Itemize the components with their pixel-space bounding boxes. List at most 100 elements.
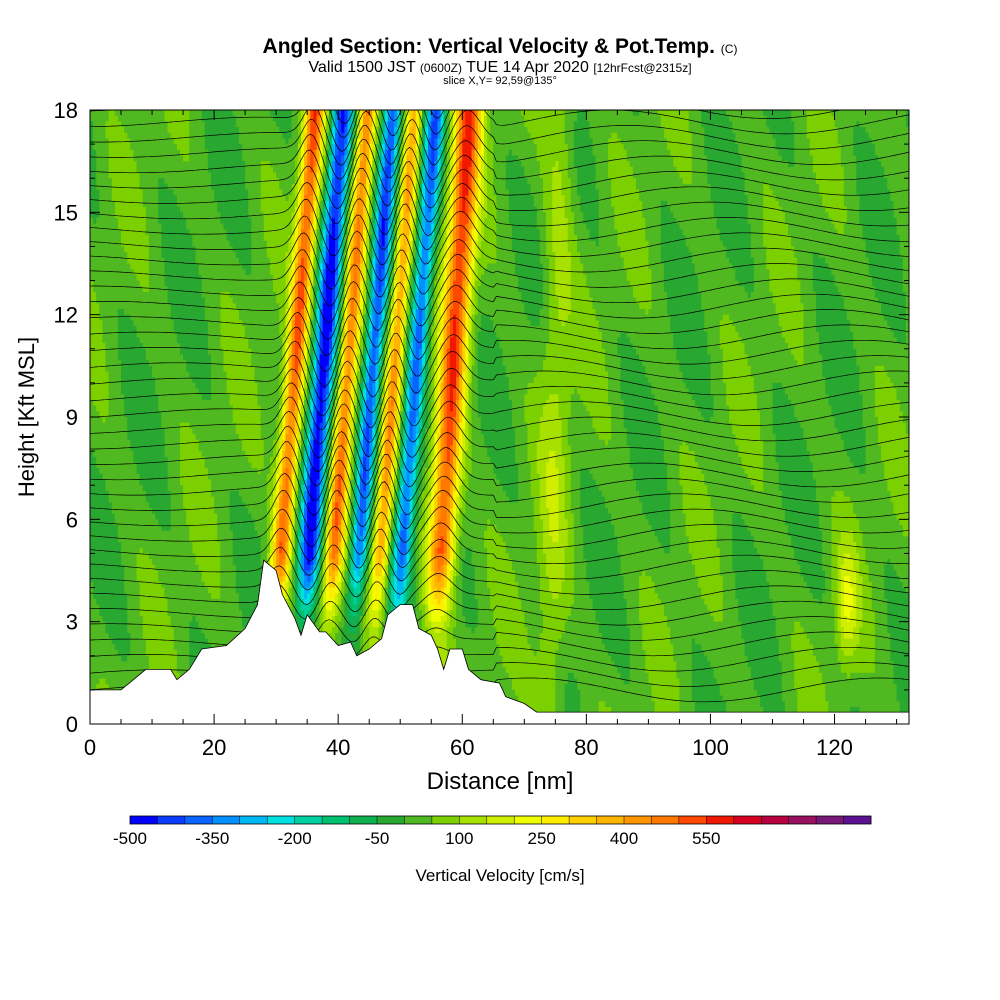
velocity-cell — [428, 138, 432, 145]
velocity-cell — [375, 428, 380, 435]
velocity-cell — [279, 394, 283, 401]
velocity-cell — [263, 229, 293, 236]
velocity-cell — [527, 178, 544, 185]
velocity-cell — [471, 280, 476, 287]
velocity-cell — [406, 354, 411, 361]
velocity-cell — [456, 246, 466, 253]
velocity-cell — [139, 337, 178, 344]
velocity-cell — [515, 269, 544, 276]
velocity-cell — [735, 132, 774, 140]
velocity-cell — [642, 212, 662, 219]
velocity-cell — [794, 127, 808, 134]
velocity-cell — [341, 155, 345, 162]
velocity-cell — [285, 257, 293, 265]
velocity-cell — [449, 388, 454, 395]
velocity-cell — [437, 206, 442, 213]
velocity-cell — [819, 331, 854, 339]
velocity-cell — [440, 229, 445, 236]
velocity-cell — [462, 320, 466, 327]
velocity-cell — [465, 303, 470, 310]
velocity-cell — [446, 411, 457, 418]
velocity-cell — [412, 189, 417, 196]
velocity-cell — [390, 331, 395, 339]
velocity-cell — [431, 371, 435, 378]
velocity-cell — [719, 326, 736, 333]
velocity-cell — [434, 365, 439, 373]
velocity-cell — [394, 263, 398, 270]
velocity-cell — [394, 422, 398, 429]
velocity-cell — [639, 303, 653, 310]
velocity-cell — [285, 331, 290, 339]
velocity-cell — [660, 121, 690, 128]
velocity-cell — [335, 360, 339, 367]
velocity-cell — [387, 343, 392, 350]
velocity-cell — [313, 235, 318, 242]
velocity-cell — [629, 280, 653, 287]
velocity-cell — [449, 223, 454, 230]
velocity-cell — [394, 172, 398, 179]
velocity-cell — [468, 286, 473, 293]
velocity-cell — [456, 155, 460, 162]
velocity-cell — [400, 331, 404, 339]
velocity-cell — [567, 161, 575, 168]
velocity-cell — [452, 439, 457, 447]
velocity-cell — [369, 110, 373, 117]
velocity-cell — [899, 235, 909, 242]
velocity-cell — [291, 337, 296, 344]
velocity-cell — [331, 189, 336, 196]
velocity-cell — [341, 212, 345, 219]
velocity-cell — [375, 422, 380, 429]
velocity-cell — [471, 417, 482, 424]
velocity-cell — [403, 320, 408, 327]
velocity-cell — [353, 200, 358, 208]
velocity-cell — [335, 121, 339, 128]
velocity-cell — [384, 326, 389, 333]
velocity-cell — [387, 161, 392, 168]
velocity-cell — [347, 411, 352, 418]
velocity-cell — [449, 320, 454, 327]
velocity-cell — [502, 354, 547, 361]
velocity-cell — [446, 115, 451, 122]
velocity-cell — [279, 314, 287, 321]
velocity-cell — [300, 326, 305, 333]
velocity-cell — [210, 172, 246, 179]
velocity-cell — [440, 371, 445, 378]
velocity-cell — [390, 212, 395, 219]
velocity-cell — [369, 127, 373, 134]
velocity-cell — [459, 326, 463, 333]
velocity-cell — [446, 343, 451, 350]
velocity-cell — [459, 155, 463, 162]
velocity-cell — [418, 206, 423, 213]
velocity-cell — [347, 212, 352, 219]
velocity-cell — [440, 434, 445, 441]
velocity-cell — [372, 246, 377, 253]
velocity-cell — [384, 155, 389, 162]
velocity-cell — [322, 138, 327, 145]
velocity-cell — [390, 161, 395, 168]
velocity-cell — [93, 218, 97, 225]
velocity-cell — [403, 172, 408, 179]
velocity-cell — [394, 189, 398, 196]
velocity-cell — [282, 343, 287, 350]
velocity-cell — [90, 166, 97, 174]
velocity-cell — [651, 382, 687, 390]
velocity-cell — [477, 235, 485, 242]
velocity-cell — [527, 388, 575, 395]
velocity-cell — [552, 212, 566, 219]
velocity-cell — [397, 144, 401, 151]
velocity-cell — [480, 115, 485, 122]
velocity-cell — [325, 195, 330, 202]
velocity-cell — [471, 212, 476, 219]
velocity-cell — [431, 127, 439, 134]
velocity-cell — [316, 269, 321, 276]
velocity-cell — [251, 218, 265, 225]
velocity-cell — [384, 280, 389, 287]
velocity-cell — [425, 149, 429, 157]
velocity-cell — [372, 331, 380, 339]
velocity-cell — [387, 252, 392, 259]
velocity-cell — [632, 286, 653, 293]
velocity-cell — [350, 314, 358, 321]
velocity-cell — [313, 297, 318, 304]
velocity-cell — [428, 377, 432, 384]
velocity-cell — [586, 280, 631, 287]
